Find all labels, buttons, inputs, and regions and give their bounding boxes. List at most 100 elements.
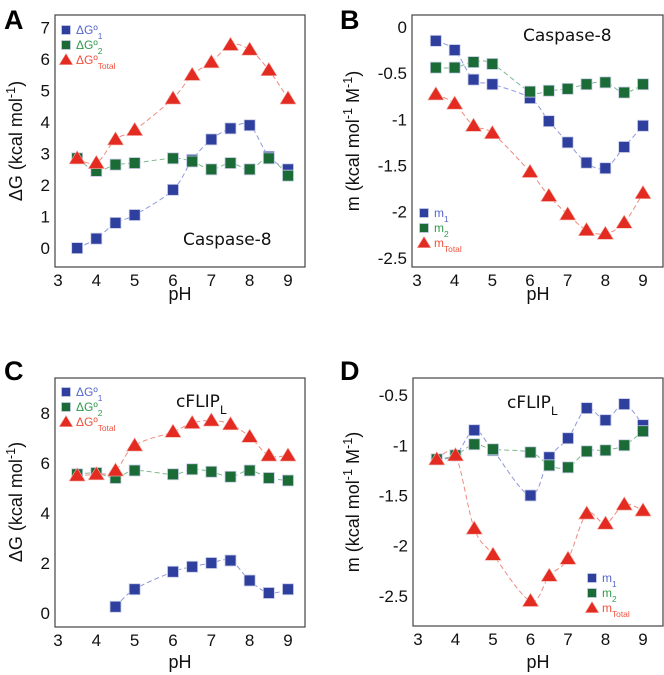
data-point — [618, 398, 631, 411]
data-point — [202, 412, 220, 427]
data-point — [205, 133, 218, 146]
fit-curve — [76, 157, 289, 177]
chart-title: Caspase-8 — [523, 26, 612, 46]
data-point — [128, 464, 141, 477]
data-point — [205, 465, 218, 478]
y-axis-label: ΔG (kcal mol-1) — [4, 81, 26, 201]
data-point — [562, 432, 574, 445]
series-total — [68, 412, 297, 482]
data-point — [221, 416, 240, 431]
x-tick-label: 5 — [488, 271, 497, 290]
data-point — [596, 515, 615, 530]
panel-letter: B — [340, 5, 360, 35]
data-point — [618, 141, 631, 153]
x-tick-label: 3 — [53, 271, 62, 290]
y-tick-label: 2 — [41, 554, 50, 573]
series-1 — [429, 34, 649, 175]
x-tick-label: 9 — [283, 271, 292, 290]
data-point — [487, 443, 499, 456]
data-point — [599, 76, 612, 89]
subscript: L — [551, 404, 558, 418]
legend-label: mTotal — [602, 601, 630, 619]
data-point — [282, 583, 294, 596]
subscript: 1 — [98, 393, 103, 403]
legend-label: ΔGº1 — [76, 23, 103, 41]
data-point — [599, 162, 612, 175]
legend-label: ΔGºTotal — [76, 415, 116, 433]
text-part: ) — [343, 432, 363, 438]
panel-d: D 3 4 5 6 7 8 9 -0.5 -1 -1.5 -2 -2.5 pH m (kcal mol-1 … — [340, 356, 664, 672]
text-part: ΔGº — [76, 415, 98, 429]
legend-marker — [61, 402, 71, 412]
data-point — [618, 439, 631, 452]
data-point — [448, 44, 461, 56]
data-point — [599, 444, 612, 457]
data-point — [467, 56, 480, 68]
plot-frame — [411, 14, 664, 268]
data-point — [429, 34, 442, 47]
x-tick-label: 9 — [283, 631, 292, 650]
text-part: m — [602, 571, 612, 585]
x-tick-label: 6 — [168, 631, 177, 650]
x-tick-label: 5 — [488, 630, 497, 649]
y-tick-label: 4 — [41, 113, 50, 132]
data-point — [562, 461, 574, 474]
subscript: 2 — [612, 594, 617, 604]
subscript: 1 — [612, 579, 617, 589]
x-tick-label: 7 — [563, 271, 572, 290]
data-point — [542, 115, 555, 128]
data-point — [561, 136, 574, 149]
x-tick-label: 7 — [207, 631, 216, 650]
data-point — [241, 428, 259, 443]
text-part: ΔGº — [76, 385, 98, 399]
x-tick-label: 3 — [53, 631, 62, 650]
data-point — [634, 502, 652, 517]
y-tick-label: -1.5 — [378, 156, 407, 175]
data-point — [559, 206, 577, 221]
panel-letter: A — [4, 5, 24, 35]
x-axis-label: pH — [168, 284, 191, 304]
data-point — [87, 154, 105, 169]
subscript: 1 — [98, 31, 103, 41]
data-point — [524, 85, 536, 98]
data-point — [128, 209, 141, 221]
data-point — [106, 462, 125, 477]
x-tick-label: 6 — [525, 271, 534, 290]
data-point — [580, 78, 593, 91]
data-point — [128, 157, 141, 169]
data-point — [128, 583, 141, 596]
text-part: m (kcal mol — [343, 480, 363, 572]
data-point — [580, 445, 593, 458]
data-point — [596, 225, 614, 240]
data-point — [68, 467, 86, 482]
data-point — [637, 425, 649, 438]
y-tick-label: -0.5 — [378, 64, 407, 83]
text-part: ΔGº — [76, 38, 98, 52]
subscript: 2 — [98, 408, 103, 418]
y-tick-label: -2.5 — [378, 249, 407, 268]
y-axis-label: ΔG (kcal mol-1) — [4, 442, 26, 562]
data-point — [186, 560, 199, 573]
data-point — [578, 505, 596, 520]
legend-label: m1 — [434, 206, 449, 224]
y-tick-label: 6 — [41, 454, 50, 473]
text-part: ΔGº — [76, 400, 98, 414]
y-tick-label: -1 — [392, 110, 407, 129]
superscript: -1 — [341, 469, 355, 480]
text-part: m — [434, 221, 444, 235]
data-point — [224, 157, 237, 169]
subscript: 2 — [98, 46, 103, 56]
x-axis-label: pH — [526, 652, 549, 672]
subscript: Total — [98, 61, 116, 71]
chart-title: cFLIPL — [507, 393, 558, 418]
legend-label: m2 — [602, 586, 617, 604]
data-point — [186, 463, 199, 476]
data-point — [109, 600, 122, 613]
data-point — [164, 423, 182, 438]
text-part: ) — [343, 71, 363, 77]
data-point — [106, 131, 125, 146]
